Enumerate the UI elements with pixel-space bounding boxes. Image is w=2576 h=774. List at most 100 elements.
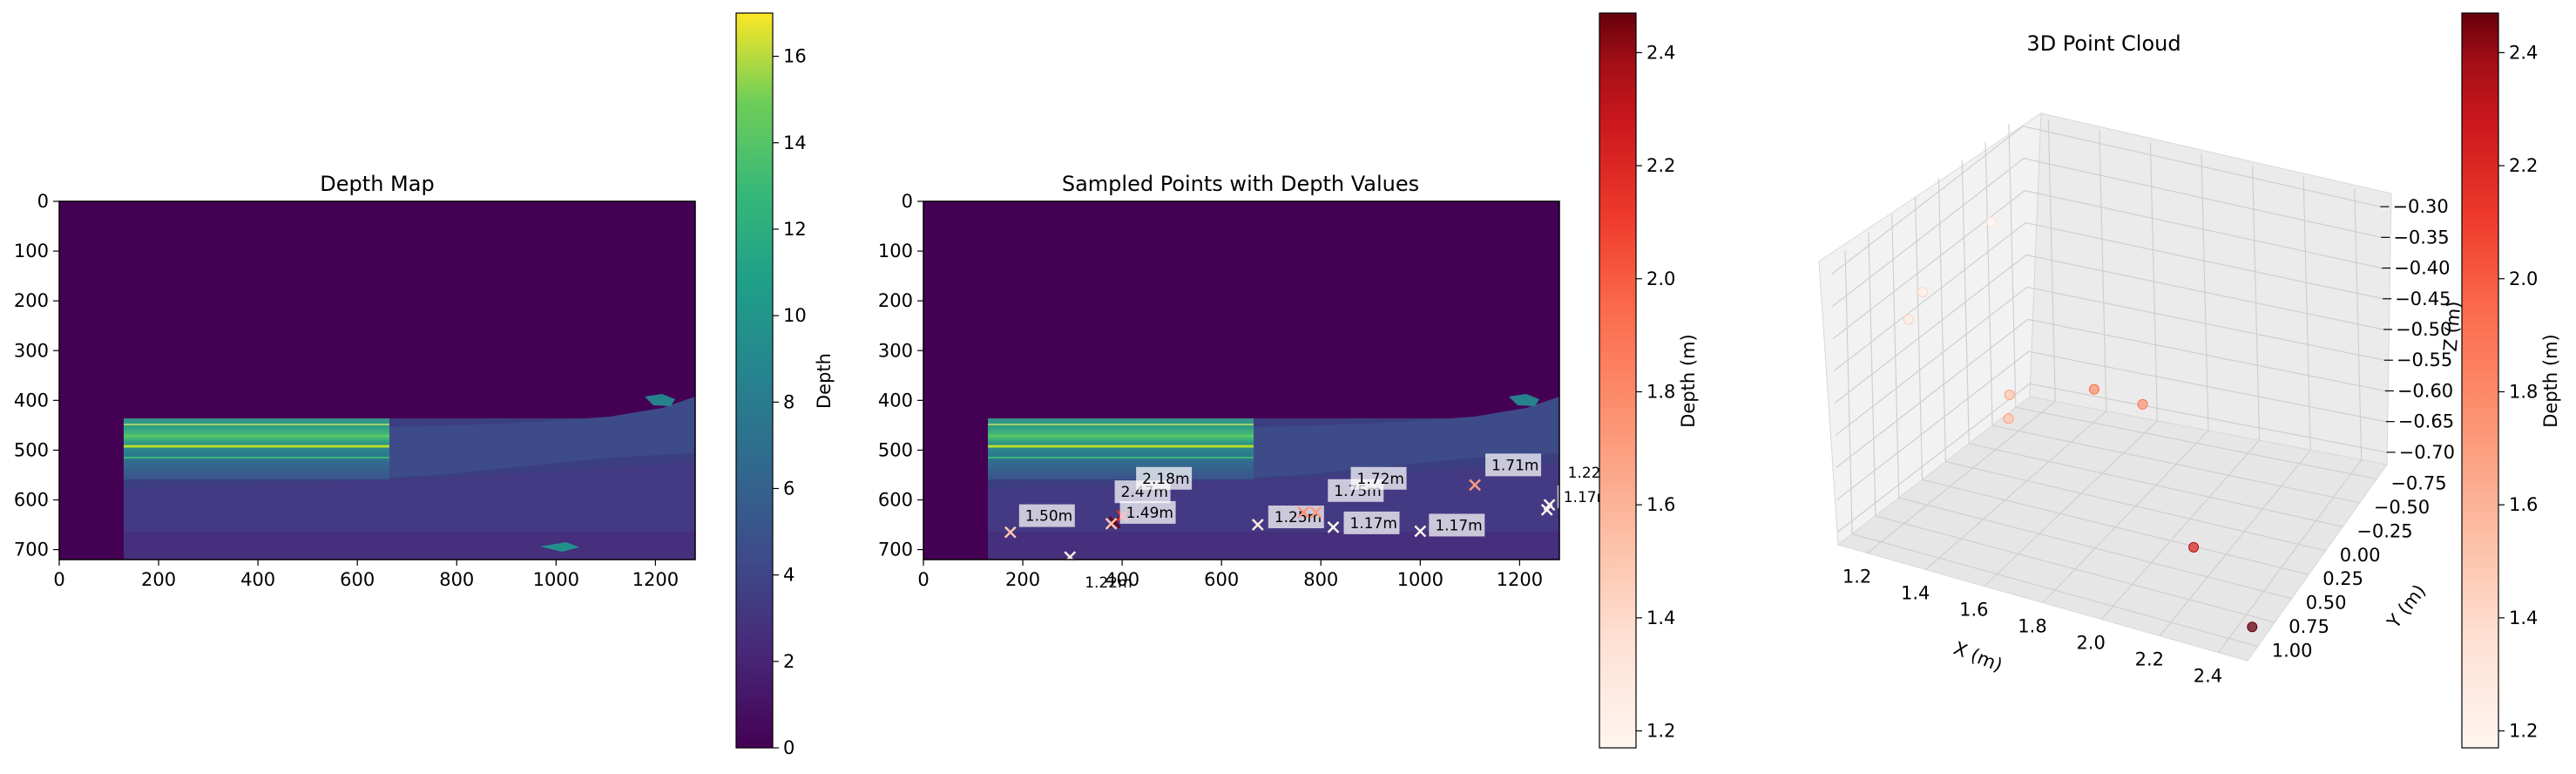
point-cloud-x-gridline [1867,119,2056,553]
sampled-points-panel: Sampled Points with Depth Values 1.50m 2.… [878,12,1699,749]
point-cloud-z-tick-label: −0.50 [2396,319,2451,340]
point-cloud-point [1917,287,1928,298]
point-cloud-y-tick-label: 0.75 [2289,616,2329,637]
depth-map-colorbar-ticks: 0 2 4 6 8 10 12 14 16 [773,46,807,758]
depth-map-colorbar-tick-label: 16 [783,46,807,67]
sampled-point-marker [1414,525,1427,538]
depth-map-colorbar-tick-label: 4 [783,565,794,586]
point-cloud-x-tick-label: 2.2 [2135,649,2164,670]
point-cloud-x-gridline [2042,153,2209,603]
sampled-point-label-box [1350,466,1407,490]
depth-map-y-ticks: 0 100 200 300 400 500 600 700 [14,191,59,560]
point-cloud-colorbar-tick-label: 1.6 [2509,494,2538,515]
sampled-point-label: 1.17m [1350,515,1397,533]
sampled-point-label: 1.17m [1435,517,1482,534]
sampled-point-label: 1.25m [1274,509,1322,526]
sampled-y-tick-label: 400 [878,390,913,411]
sampled-x-ticks: 0 200 400 600 800 1000 1200 [917,560,1543,590]
point-cloud-y-tick-label: −0.50 [2374,497,2430,518]
point-cloud-point [2088,384,2099,395]
point-cloud-y-gridline [1868,232,2275,623]
depth-map-y-tick-label: 200 [14,290,49,311]
sampled-point-label: 1.72m [1357,471,1404,488]
point-cloud-y-gridline [1891,214,2292,600]
depth-map-x-tick-label: 0 [53,569,64,590]
sampled-colorbar [1599,12,1637,749]
sampled-point-marker [1543,499,1556,512]
sampled-point-marker [1251,519,1264,531]
point-cloud-point [2137,398,2148,410]
point-cloud-points [1903,216,2258,633]
point-cloud-z-gridline [1835,286,2385,436]
point-cloud-y-gridline [1937,178,2326,552]
depth-map-x-tick-label: 400 [240,569,275,590]
point-cloud-colorbar-tick-label: 2.0 [2509,268,2538,289]
sampled-point-label-box [1018,504,1075,527]
depth-map-panel: Depth Map 0 200 400 600 800 1000 1200 01002003… [14,12,835,758]
sampled-y-ticks: 0 100 200 300 400 500 600 700 [878,191,923,560]
sampled-point-label-box [1078,571,1135,594]
sampled-point-marker [1064,551,1077,564]
point-cloud-z-gridline [1832,189,2383,340]
point-cloud-z-tick-label: −0.45 [2395,289,2451,309]
depth-map-colorbar [735,12,774,749]
sampled-point-label: 1.49m [1126,505,1173,522]
point-cloud-y-label: Y (m) [2383,580,2430,633]
point-cloud-z-gridline [1833,221,2383,372]
sampled-y-tick-label: 0 [902,191,913,212]
depth-map-ground-region [124,394,695,560]
point-cloud-y-ticks: −0.75 −0.50−0.25 0.000.25 0.500.75 1.00 [2272,472,2447,661]
point-cloud-x-label: X (m) [1951,638,2005,676]
depth-map-y-tick-label: 0 [37,191,49,212]
point-cloud-grid [1830,119,2387,653]
point-cloud-point [1903,314,1914,325]
point-cloud-point [2188,541,2200,553]
sampled-x-tick-label: 600 [1204,569,1239,590]
sampled-point-label-box [1485,453,1542,477]
point-cloud-x-gridline [1984,142,2159,587]
sampled-colorbar-tick-label: 1.4 [1646,608,1675,628]
sampled-point-label: 1.22 [1568,465,1601,482]
sampled-colorbar-ticks: 1.2 1.4 1.6 1.8 2.0 2.2 2.4 [1636,42,1675,742]
point-cloud-z-gridline [1837,383,2387,533]
sampled-point-label: 1.71m [1491,457,1538,474]
depth-map-x-tick-label: 600 [340,569,375,590]
point-cloud-z-gridline [1830,126,2381,275]
sampled-point-label: 1.50m [1025,508,1072,526]
depth-map-colorbar-tick-label: 8 [783,391,794,412]
depth-map-colorbar-tick-label: 10 [783,305,807,326]
point-cloud-z-tick-label: −0.40 [2394,258,2450,279]
point-cloud-y-tick-label: −0.75 [2390,472,2446,493]
depth-map-colorbar-tick-label: 12 [783,219,807,240]
point-cloud-z-gridline [1836,350,2386,500]
sampled-x-tick-label: 200 [1005,569,1040,590]
point-cloud-colorbar-tick-label: 1.2 [2509,721,2538,742]
sampled-point-marker [1469,479,1481,492]
depth-map-x-tick-label: 1000 [533,569,579,590]
point-cloud-z-tick-label: −0.70 [2399,442,2455,463]
sampled-x-tick-label: 1000 [1397,569,1444,590]
sampled-colorbar-label: Depth (m) [1678,334,1699,427]
depth-map-title: Depth Map [320,172,434,196]
depth-map-colorbar-tick-label: 14 [783,132,807,153]
sampled-point-label-box [1429,513,1485,537]
sampled-point-label-box [1119,500,1176,524]
sampled-x-tick-label: 1200 [1497,569,1543,590]
point-cloud-z-tick-label: −0.55 [2397,350,2452,370]
sampled-point-label: 1.22m [1085,574,1132,592]
depth-map-y-tick-label: 700 [14,540,49,560]
depth-map-y-tick-label: 500 [14,439,49,460]
depth-map-x-ticks: 0 200 400 600 800 1000 1200 [53,560,679,590]
point-cloud-point [2004,389,2015,400]
point-cloud-x-tick-label: 2.0 [2076,633,2105,654]
point-cloud-colorbar-tick-label: 2.4 [2509,42,2538,63]
point-cloud-z-label: Z (m) [2440,301,2465,353]
point-cloud-colorbar-ticks: 1.2 1.4 1.6 1.8 2.0 2.2 2.4 [2498,42,2538,742]
point-cloud-x-tick-label: 2.4 [2194,666,2222,687]
point-cloud-y-gridline [1984,142,2360,504]
sampled-point-label-box [1136,466,1193,490]
point-cloud-point [1986,216,1998,227]
point-cloud-y-tick-label: 0.00 [2340,545,2381,566]
